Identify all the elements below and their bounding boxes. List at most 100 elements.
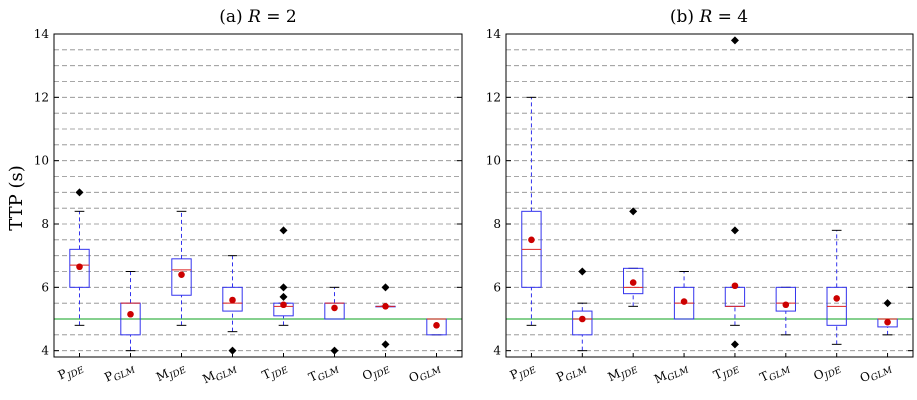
x-label-subscript: JDE xyxy=(618,365,640,382)
chart-title-value: = 2 xyxy=(261,7,297,27)
y-tick-label: 8 xyxy=(493,217,501,231)
x-label-subscript: JDE xyxy=(516,365,538,382)
box-p-glm: PGLM xyxy=(102,271,141,388)
x-tick-label: MJDE xyxy=(606,359,640,387)
y-tick-label: 10 xyxy=(486,154,501,168)
mean-marker xyxy=(680,298,688,305)
outlier-marker xyxy=(629,207,638,216)
box-m-jde: MJDE xyxy=(154,210,192,384)
mean-marker xyxy=(528,236,535,244)
chart-title-variable: R xyxy=(247,7,261,27)
x-label-subscript: JDE xyxy=(166,365,188,382)
x-label-subscript: JDE xyxy=(720,365,742,382)
x-tick-label: TJDE xyxy=(260,359,291,385)
mean-marker xyxy=(331,304,338,312)
y-tick-label: 12 xyxy=(34,90,49,104)
x-label-subscript: GLM xyxy=(666,365,691,384)
y-tick-label: 12 xyxy=(486,90,501,104)
box-t-glm: TGLM xyxy=(758,286,796,388)
x-label-main: M xyxy=(200,368,217,386)
box-p-jde: PJDE xyxy=(56,188,90,385)
mean-marker xyxy=(731,282,739,290)
chart-title: (a) R = 2 xyxy=(219,7,297,27)
x-tick-label: MGLM xyxy=(652,359,691,389)
x-tick-label: TJDE xyxy=(711,359,742,385)
x-label-subscript: JDE xyxy=(64,365,86,382)
y-tick-label: 14 xyxy=(486,27,502,41)
outlier-marker xyxy=(228,346,237,355)
box-p-jde: PJDE xyxy=(508,96,542,385)
x-label-subscript: JDE xyxy=(821,365,843,382)
x-label-subscript: JDE xyxy=(370,365,392,382)
x-label-subscript: GLM xyxy=(564,365,589,384)
box-m-jde: MJDE xyxy=(606,207,644,387)
x-tick-label: PGLM xyxy=(102,359,138,388)
x-tick-label: TGLM xyxy=(758,359,793,388)
chart-title-prefix: (b) xyxy=(670,7,700,27)
box-iqr xyxy=(775,286,796,312)
mean-marker xyxy=(127,310,134,318)
outlier-marker xyxy=(279,283,288,292)
chart-title-prefix: (a) xyxy=(219,7,248,27)
box-o-glm: OGLM xyxy=(407,318,447,388)
x-label-subscript: JDE xyxy=(268,365,290,382)
x-label-subscript: GLM xyxy=(768,365,793,384)
outlier-marker xyxy=(381,283,390,292)
chart-title-value: = 4 xyxy=(712,7,748,27)
outlier-marker xyxy=(330,346,339,355)
box-t-jde: TJDE xyxy=(260,226,294,385)
box-o-glm: OGLM xyxy=(858,299,898,388)
y-tick-label: 10 xyxy=(34,154,49,168)
mean-marker xyxy=(833,295,840,302)
x-label-subscript: GLM xyxy=(870,365,895,384)
box-iqr xyxy=(69,248,90,288)
plot-frame xyxy=(505,33,914,358)
y-axis-label: TTP (s) xyxy=(6,165,27,230)
chart-title: (b) R = 4 xyxy=(670,7,748,27)
y-tick-label: 4 xyxy=(41,344,49,358)
box-iqr xyxy=(222,286,243,312)
mean-marker xyxy=(229,296,236,304)
x-tick-label: PJDE xyxy=(508,359,539,385)
mean-marker xyxy=(382,303,389,310)
x-tick-label: TGLM xyxy=(306,359,341,388)
y-tick-label: 14 xyxy=(34,27,50,41)
x-tick-label: PJDE xyxy=(56,359,87,385)
outlier-marker xyxy=(730,226,739,235)
x-tick-label: MGLM xyxy=(200,359,239,389)
y-tick-label: 4 xyxy=(493,344,501,358)
outlier-marker xyxy=(730,36,739,45)
x-tick-label: PGLM xyxy=(554,359,590,388)
x-label-subscript: GLM xyxy=(215,365,240,384)
outlier-marker xyxy=(381,340,390,349)
x-tick-label: OGLM xyxy=(858,359,895,388)
outlier-marker xyxy=(578,267,587,276)
outlier-marker xyxy=(730,340,739,349)
x-tick-label: OJDE xyxy=(360,359,392,386)
mean-marker xyxy=(178,271,185,278)
x-tick-label: OGLM xyxy=(407,359,444,388)
box-t-glm: TGLM xyxy=(306,286,345,388)
mean-marker xyxy=(433,322,440,329)
x-label-subscript: GLM xyxy=(419,365,444,384)
box-iqr xyxy=(572,310,593,336)
mean-marker xyxy=(629,279,637,286)
outlier-marker xyxy=(279,292,288,301)
box-o-jde: OJDE xyxy=(811,229,847,386)
y-tick-label: 6 xyxy=(41,280,49,294)
x-tick-label: OJDE xyxy=(811,359,843,386)
mean-marker xyxy=(579,315,586,323)
box-iqr xyxy=(623,267,644,295)
outlier-marker xyxy=(883,299,892,308)
box-m-glm: MGLM xyxy=(200,255,243,389)
mean-marker xyxy=(76,263,83,271)
chart-title-variable: R xyxy=(698,7,712,27)
box-t-jde: TJDE xyxy=(711,36,746,385)
x-label-subscript: GLM xyxy=(113,365,138,384)
x-label-main: M xyxy=(606,366,623,384)
mean-marker xyxy=(280,301,287,309)
x-label-subscript: GLM xyxy=(317,365,342,384)
